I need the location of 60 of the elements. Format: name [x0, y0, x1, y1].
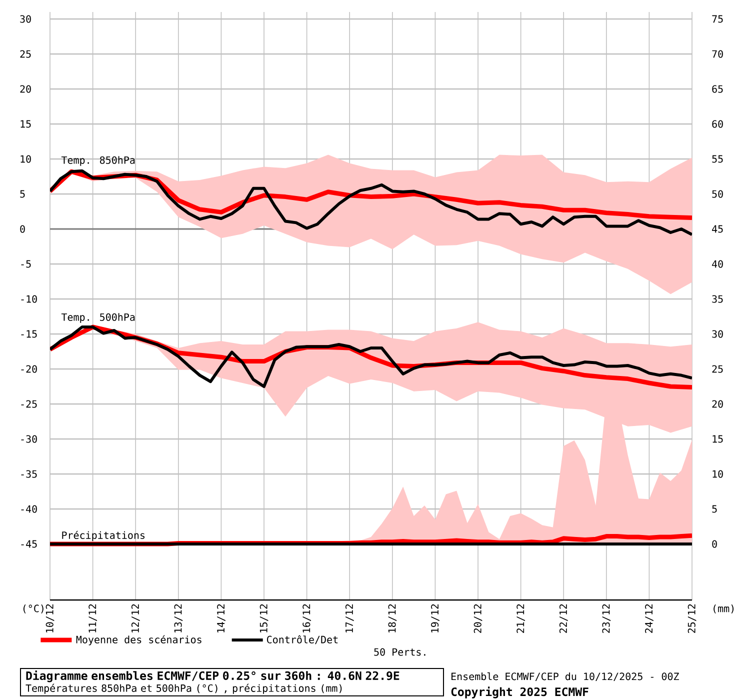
x-tick-label: 24/12 — [645, 604, 654, 633]
x-tick-label: 10/12 — [46, 604, 54, 632]
y2-tick-label: 50 — [712, 190, 723, 198]
y2-tick-label: 25 — [712, 365, 723, 373]
x-tick-label: 20/12 — [474, 604, 482, 633]
text: Ensemble ECMWF/CEP du 10/12/2025 - 00Z — [451, 672, 679, 681]
y2-tick-label: 15 — [712, 435, 723, 443]
x-tick-label: 17/12 — [345, 604, 354, 632]
y-tick-label: -30 — [21, 435, 37, 443]
x-tick-label: 14/12 — [217, 604, 226, 632]
text: Diagramme ensembles ECMWF/CEP 0.25° sur 360h : 40.6N 22.9E — [26, 670, 400, 682]
x-tick-label: 23/12 — [602, 604, 611, 633]
x-tick-label: 18/12 — [388, 604, 397, 632]
y-tick-label: -40 — [21, 505, 37, 513]
text: 50 Perts. — [374, 648, 426, 656]
y2-tick-label: 70 — [712, 50, 723, 58]
y2-tick-label: 55 — [712, 155, 723, 163]
y-tick-label: -45 — [21, 540, 37, 548]
y-tick-label: 15 — [20, 120, 31, 128]
y-axis-title: (°C) — [23, 604, 44, 614]
y-tick-label: 25 — [20, 50, 31, 58]
y-tick-label: 5 — [20, 190, 25, 198]
text: Températures 850hPa et 500hPa (°C) , précipitations (mm) — [26, 684, 342, 694]
y-tick-label: 20 — [20, 85, 31, 93]
y2-tick-label: 30 — [712, 330, 723, 338]
x-tick-label: 19/12 — [431, 604, 440, 632]
y-tick-label: 0 — [20, 225, 25, 233]
y2-tick-label: 60 — [712, 120, 723, 128]
y2-tick-label: 0 — [712, 540, 717, 548]
y2-tick-label: 45 — [712, 225, 723, 233]
y2-tick-label: 35 — [712, 295, 723, 303]
y-tick-label: 30 — [20, 15, 31, 23]
annotation: Temp. 850hPa — [61, 156, 135, 166]
x-tick-label: 15/12 — [260, 604, 268, 632]
y2-tick-label: 10 — [712, 470, 723, 478]
y2-tick-label: 65 — [712, 85, 723, 93]
y-tick-label: -5 — [21, 260, 31, 268]
legend-label: Contrôle/Det — [267, 635, 338, 644]
y2-axis-title: (mm) — [714, 604, 734, 614]
legend-label: Moyenne des scénarios — [76, 635, 202, 646]
x-tick-label: 25/12 — [688, 604, 696, 633]
y-tick-label: -15 — [21, 330, 37, 338]
x-tick-label: 22/12 — [559, 604, 568, 633]
y-tick-label: 10 — [20, 155, 31, 163]
y-tick-label: -10 — [21, 295, 37, 303]
y2-tick-label: 20 — [712, 400, 723, 408]
annotation: Temp. 500hPa — [61, 313, 135, 323]
y-tick-label: -20 — [21, 365, 37, 373]
y2-tick-label: 5 — [712, 505, 717, 513]
text: Copyright 2025 ECMWF — [451, 686, 588, 698]
y2-tick-label: 75 — [712, 15, 723, 23]
x-tick-label: 13/12 — [174, 604, 183, 632]
x-tick-label: 16/12 — [302, 604, 311, 632]
x-tick-label: 21/12 — [516, 604, 525, 633]
x-tick-label: 11/12 — [88, 604, 97, 632]
y-tick-label: -25 — [21, 400, 37, 408]
annotation: Précipitations — [62, 530, 144, 541]
y2-tick-label: 40 — [712, 260, 723, 268]
y-tick-label: -35 — [21, 470, 37, 478]
x-tick-label: 12/12 — [131, 604, 140, 632]
